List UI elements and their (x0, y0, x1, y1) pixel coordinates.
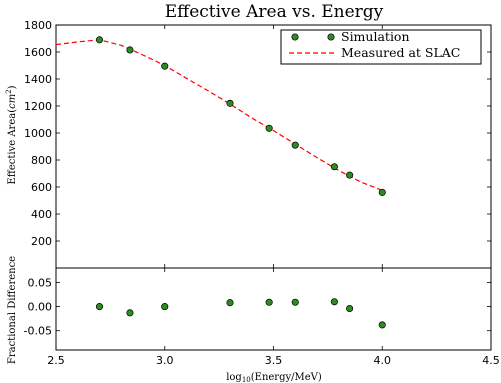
chart-title: Effective Area vs. Energy (165, 2, 384, 22)
legend-marker-simulation-2 (327, 33, 335, 41)
fractional-difference-data-point (346, 304, 354, 313)
effective-area-data-point (330, 163, 338, 171)
fractional-difference-data-point (378, 321, 386, 329)
effective-area-data-point (346, 171, 354, 179)
effective-area-ytick-label: 1200 (24, 100, 52, 113)
y-axis-title-suffix: ) (7, 85, 18, 89)
fractional-difference-ytick-label: 0.00 (28, 301, 53, 314)
xtick-label: 2.5 (47, 354, 65, 367)
fractional-difference-data-point (161, 303, 169, 311)
effective-area-ytick-label: 600 (31, 181, 52, 194)
fractional-difference-frame (55, 267, 492, 351)
fractional-difference-data-point (265, 298, 273, 306)
x-axis-title-suffix: (Energy/MeV) (251, 372, 322, 383)
effective-area-data-point (291, 141, 299, 149)
fractional-difference-ytick-label: 0.05 (28, 276, 53, 289)
y-axis-title-effective-area: Effective Area(cm2) (5, 85, 18, 184)
legend-label-measured: Measured at SLAC (341, 45, 460, 60)
fractional-difference-data-point (330, 298, 338, 306)
effective-area-data-point (161, 62, 169, 70)
effective-area-ytick-label: 1000 (24, 127, 52, 140)
effective-area-ytick-label: 200 (31, 235, 52, 248)
y-axis-title-unit: cm (7, 94, 18, 109)
xtick-label: 3.0 (156, 354, 174, 367)
effective-area-ytick-label: 1600 (24, 46, 52, 59)
fractional-difference-data-point (226, 299, 234, 307)
x-axis-title-prefix: log (226, 372, 242, 383)
xtick-label: 4.0 (374, 354, 392, 367)
series-line-measured-at-slac (55, 39, 383, 191)
effective-area-data-point (226, 99, 234, 107)
legend-marker-simulation-1 (291, 33, 299, 41)
effective-area-data-point (95, 36, 104, 44)
y-axis-title-sup: 2 (5, 89, 13, 93)
y-axis-title-prefix: Effective Area( (7, 109, 18, 185)
fractional-difference-data-point (95, 303, 104, 311)
effective-area-ytick-label: 1800 (24, 19, 52, 32)
fractional-difference-data-point (291, 298, 299, 306)
xtick-label: 4.5 (482, 354, 500, 367)
legend-label-simulation: Simulation (341, 29, 410, 44)
y-axis-title-fractional-difference: Fractional Difference (7, 256, 18, 364)
xtick-label: 3.5 (265, 354, 283, 367)
effective-area-ytick-label: 400 (31, 208, 52, 221)
x-axis-title-sub: 10 (242, 376, 251, 383)
fractional-difference-data-point (126, 309, 134, 317)
effective-area-data-point (126, 46, 134, 54)
effective-area-data-point (265, 124, 273, 132)
effective-area-ytick-label: 800 (31, 154, 52, 167)
effective-area-ytick-label: 1400 (24, 73, 52, 86)
legend-box (280, 29, 482, 65)
effective-area-data-point (378, 188, 386, 196)
x-axis-title: log10(Energy/MeV) (226, 372, 322, 383)
legend: Simulation Measured at SLAC (280, 29, 482, 65)
fractional-difference-panel: 0.05 0.00 -0.05 2.5 3.0 3.5 4.0 4.5 (24, 267, 500, 367)
effective-area-panel: 200 400 600 800 1000 1200 1400 1600 1800 (24, 19, 492, 269)
fractional-difference-ytick-label: -0.05 (24, 325, 52, 338)
